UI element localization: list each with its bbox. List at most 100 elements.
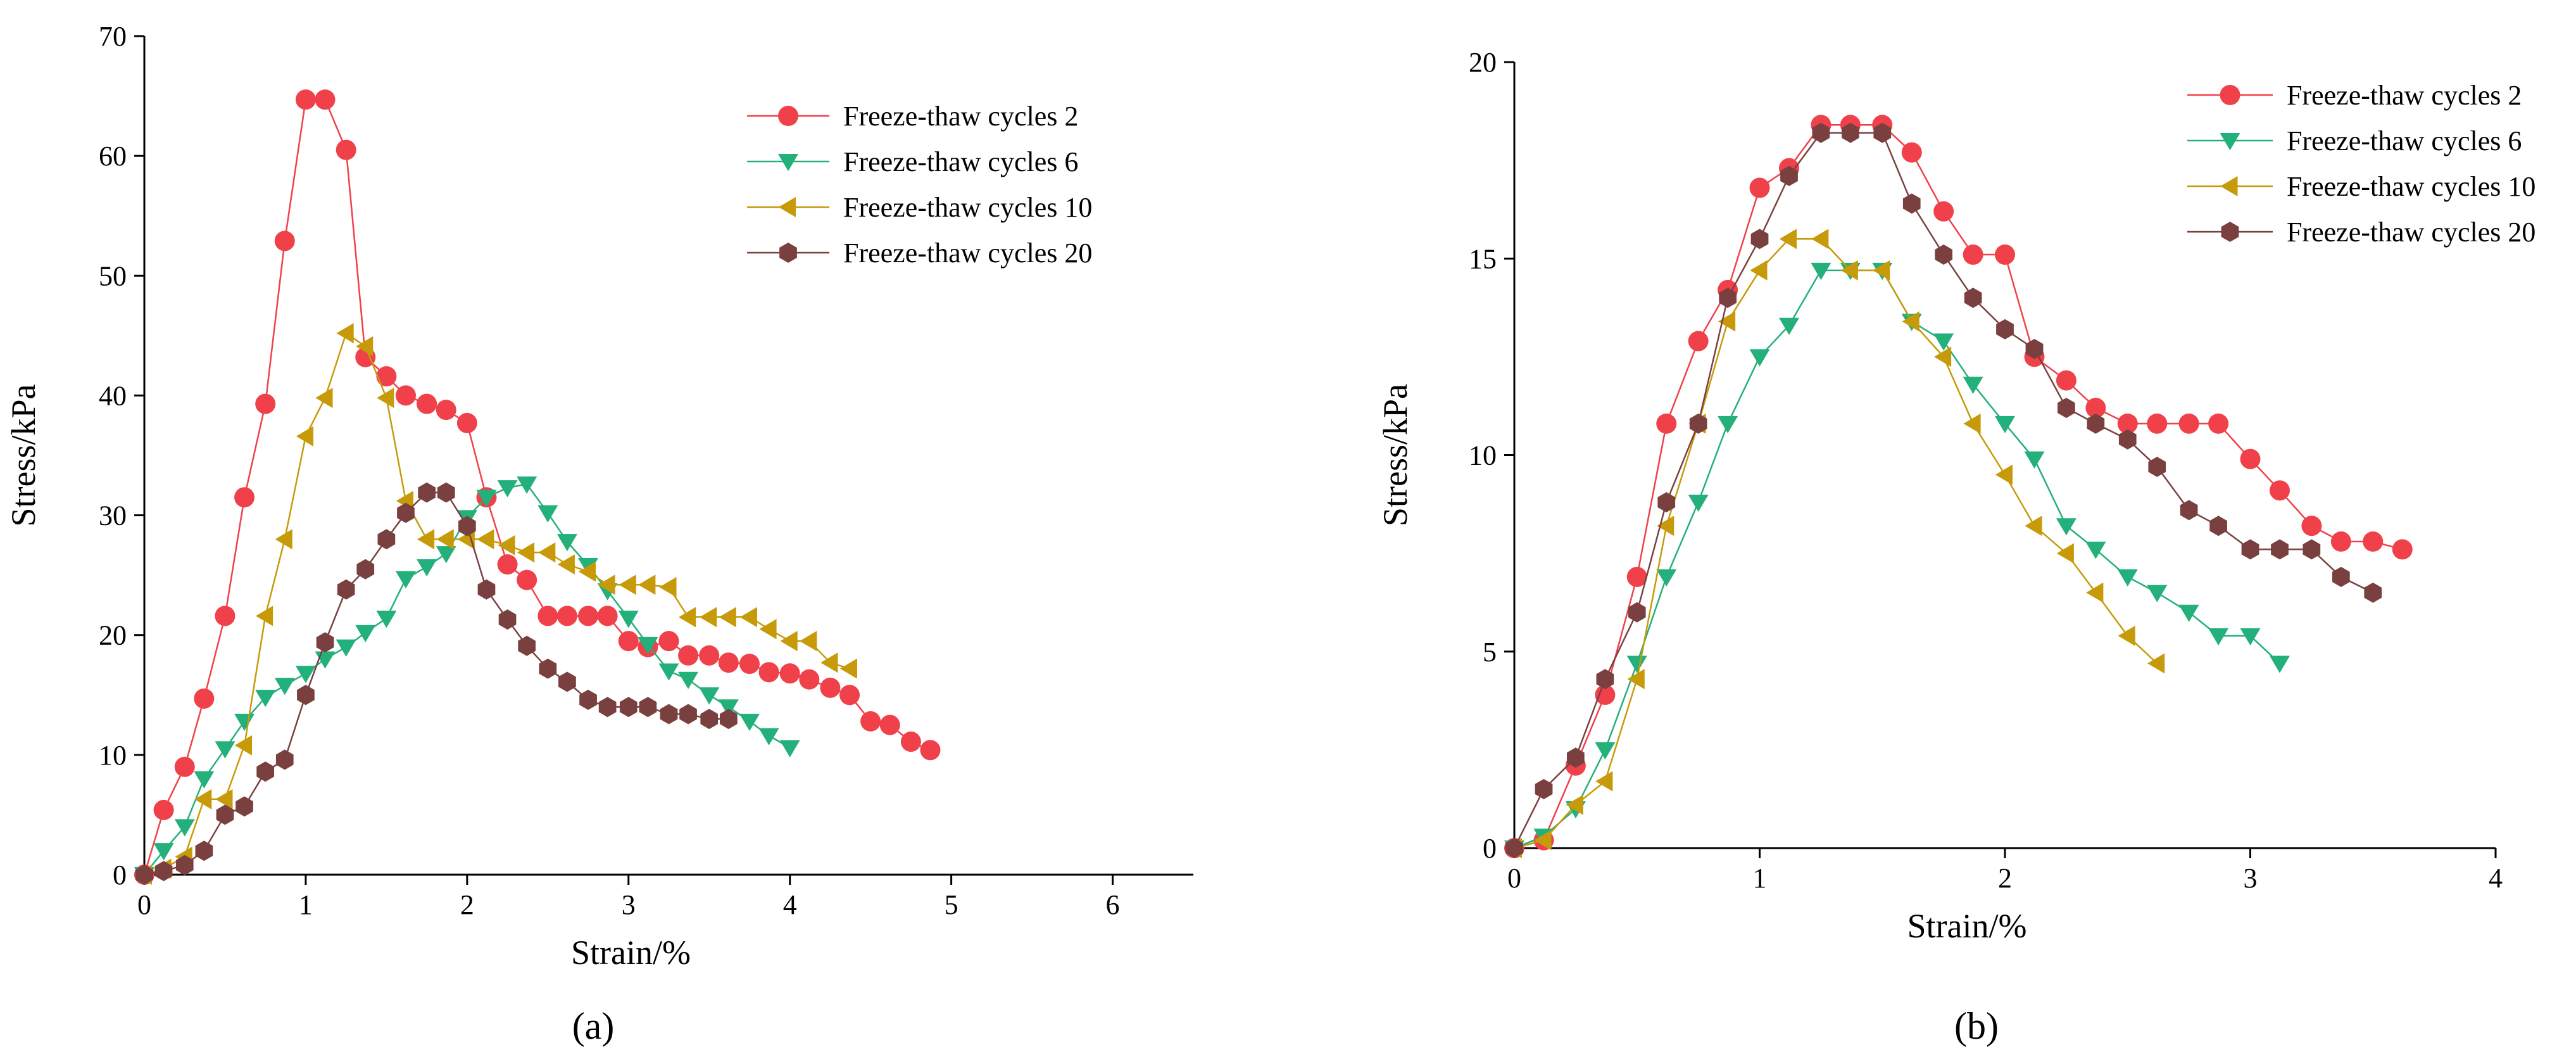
x-tick-label: 1 (1753, 863, 1767, 894)
data-point (377, 388, 394, 409)
data-point (1595, 685, 1616, 706)
data-point (274, 231, 295, 251)
y-axis-title: Stress/kPa (1376, 384, 1414, 526)
data-point (377, 529, 396, 550)
data-point (175, 854, 194, 875)
data-point (2178, 413, 2199, 434)
data-point (719, 607, 736, 628)
legend-item: Freeze-thaw cycles 6 (747, 146, 1078, 177)
data-point (1935, 244, 1952, 265)
y-tick-label: 60 (99, 141, 127, 172)
y-tick-label: 50 (99, 260, 127, 291)
data-point (1901, 142, 1922, 163)
data-point (397, 502, 415, 523)
legend-marker (779, 243, 797, 263)
data-point (1963, 413, 1981, 434)
data-point (820, 677, 841, 698)
data-point (1996, 319, 2014, 339)
data-point (2271, 539, 2289, 560)
data-point (215, 789, 233, 809)
data-point (275, 749, 294, 770)
data-point (476, 490, 497, 507)
data-point (234, 487, 255, 508)
x-tick-label: 4 (2489, 863, 2503, 894)
data-point (1567, 747, 1585, 768)
data-point (1812, 122, 1830, 143)
data-point (739, 713, 760, 732)
data-point (679, 704, 697, 725)
data-point (337, 579, 355, 600)
data-point (255, 606, 273, 626)
y-tick-label: 10 (1469, 440, 1497, 471)
data-point (2270, 480, 2290, 501)
data-point (1749, 177, 1770, 198)
data-point (2209, 516, 2227, 536)
y-tick-label: 20 (99, 620, 127, 651)
data-point (518, 635, 536, 656)
data-point (1963, 376, 1983, 395)
data-point (2117, 569, 2138, 587)
data-point (1902, 193, 1921, 214)
data-point (1840, 260, 1858, 281)
data-point (436, 400, 456, 421)
data-point (718, 652, 739, 673)
data-point (234, 735, 253, 756)
series-line (1514, 238, 2158, 849)
data-point (256, 761, 274, 782)
data-point (2087, 413, 2105, 434)
data-point (2118, 625, 2135, 646)
data-point (1749, 349, 1770, 367)
data-point (800, 631, 817, 652)
data-point (537, 606, 558, 626)
data-point (720, 709, 738, 730)
data-point (2301, 516, 2322, 536)
legend-marker (2221, 222, 2239, 242)
x-tick-label: 4 (783, 889, 797, 920)
x-tick-label: 1 (299, 889, 313, 920)
x-tick-label: 3 (622, 889, 636, 920)
data-point (1626, 566, 1647, 587)
data-point (1505, 838, 1523, 858)
data-point (174, 756, 195, 777)
data-point (477, 529, 494, 550)
data-point (839, 658, 858, 679)
data-point (699, 687, 720, 705)
legend-label: Freeze-thaw cycles 10 (2287, 171, 2535, 202)
data-point (597, 606, 618, 626)
data-point (395, 385, 416, 406)
series-line (1514, 124, 2403, 849)
data-point (417, 393, 437, 414)
data-point (658, 631, 679, 652)
data-point (2147, 413, 2168, 434)
legend-marker (2220, 133, 2240, 151)
data-point (458, 516, 476, 536)
legend-item: Freeze-thaw cycles 20 (2187, 217, 2535, 248)
data-point (2180, 500, 2198, 521)
data-point (2178, 604, 2199, 622)
data-point (718, 699, 739, 717)
data-point (1688, 494, 1709, 512)
data-point (1873, 260, 1890, 281)
data-point (1750, 260, 1768, 281)
x-tick-label: 3 (2244, 863, 2258, 894)
data-point (336, 139, 356, 160)
data-point (578, 561, 596, 582)
data-point (700, 709, 719, 730)
legend-item: Freeze-thaw cycles 2 (747, 101, 1078, 132)
data-point (920, 740, 941, 761)
data-point (2147, 585, 2168, 602)
data-point (437, 482, 455, 503)
data-point (619, 697, 638, 718)
data-point (497, 480, 518, 498)
data-point (639, 697, 657, 718)
data-point (1627, 669, 1645, 690)
data-point (295, 89, 316, 110)
data-point (194, 771, 215, 789)
data-point (1902, 311, 1919, 332)
data-point (1780, 165, 1798, 186)
data-point (537, 505, 558, 523)
data-point (2332, 566, 2350, 587)
data-point (1689, 413, 1707, 434)
data-point (619, 574, 636, 595)
data-point (1995, 464, 2013, 485)
